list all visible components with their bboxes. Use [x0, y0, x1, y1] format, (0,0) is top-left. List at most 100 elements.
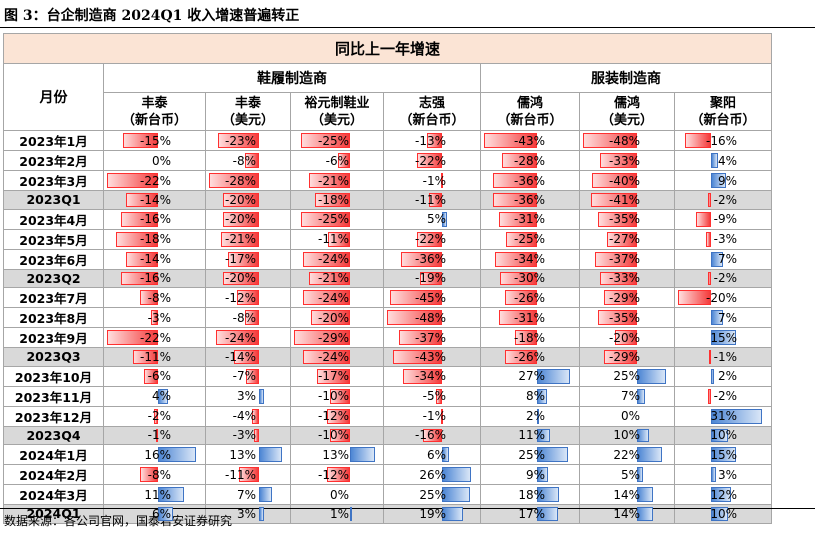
cell-value: -3%	[232, 428, 256, 443]
cell-value: 25%	[419, 487, 446, 502]
cell-value: -1%	[422, 409, 446, 423]
cell-value: -40%	[608, 173, 640, 188]
data-bar	[441, 447, 449, 462]
value-cell: 19%	[383, 504, 481, 524]
data-bar	[502, 153, 537, 168]
cell-value: -34%	[513, 252, 545, 266]
cell-value: -41%	[608, 192, 640, 207]
data-bar	[116, 231, 159, 247]
value-cell: 26%	[383, 464, 481, 485]
value-cell: -25%	[290, 130, 384, 151]
value-cell: -11%	[383, 190, 481, 210]
cell-value: -20%	[706, 290, 738, 305]
value-cell: -14%	[103, 248, 206, 270]
data-bar	[506, 231, 537, 247]
value-cell: -19%	[383, 268, 481, 288]
cell-value: -2%	[713, 389, 738, 403]
cell-value: 18%	[518, 487, 545, 502]
value-cell: -41%	[579, 190, 675, 210]
data-bar	[711, 330, 736, 345]
data-bar	[328, 231, 350, 247]
cell-value: 31%	[710, 409, 738, 423]
value-cell: -20%	[205, 268, 291, 288]
data-bar	[597, 211, 638, 227]
value-cell: 22%	[579, 444, 675, 465]
data-bar	[222, 271, 259, 285]
cell-value: 26%	[419, 467, 446, 482]
cell-value: -27%	[608, 232, 640, 246]
data-bar	[326, 467, 350, 482]
data-bar	[259, 487, 272, 502]
value-cell: -22%	[383, 228, 481, 250]
data-bar	[597, 310, 638, 325]
value-cell: 15%	[673, 444, 773, 465]
data-bar	[314, 193, 350, 207]
cell-value: -35%	[608, 310, 640, 325]
value-cell: -15%	[103, 130, 206, 151]
cell-value: 6%	[426, 447, 446, 462]
value-cell: 7%	[673, 307, 773, 328]
data-bar	[504, 350, 537, 364]
value-cell: -29%	[579, 347, 675, 367]
data-bar	[303, 251, 350, 267]
value-cell: 2%	[480, 405, 580, 427]
data-bar	[696, 211, 711, 227]
value-cell: 18%	[480, 484, 580, 505]
cell-value: 11%	[144, 487, 171, 502]
value-cell: -11%	[103, 347, 206, 367]
cell-value: 12%	[710, 487, 738, 502]
data-bar	[338, 153, 350, 168]
cell-value: 2%	[525, 409, 545, 423]
value-cell: 25%	[383, 484, 481, 505]
cell-value: -36%	[513, 192, 545, 207]
row-label: 2023Q3	[3, 347, 104, 367]
data-table: 同比上一年增速 月份 鞋履制造商 服装制造商 丰泰 （新台币） 丰泰 （美元） 裕元制鞋业 （美元…	[2, 33, 773, 524]
data-bar	[125, 193, 159, 207]
value-cell: -27%	[579, 228, 675, 250]
value-cell: -22%	[103, 327, 206, 348]
value-cell: -22%	[383, 150, 481, 171]
cell-value: 15%	[710, 447, 738, 462]
data-bar	[599, 153, 638, 168]
data-bar	[483, 133, 537, 148]
data-row: 2023年9月 -22% -24% -29% -37% -18% -20% 15%	[3, 327, 773, 348]
value-cell: -25%	[480, 228, 580, 250]
row-label: 2023年5月	[3, 228, 104, 250]
cell-value: -36%	[513, 173, 545, 188]
data-bar	[492, 193, 537, 207]
value-cell: 7%	[673, 248, 773, 270]
value-cell: -17%	[205, 248, 291, 270]
data-bar	[139, 467, 159, 482]
cell-value: -26%	[513, 290, 545, 305]
row-label: 2023年4月	[3, 208, 104, 230]
value-cell: -26%	[480, 347, 580, 367]
data-bar	[139, 290, 159, 305]
column-name: 儒鸿	[516, 95, 543, 111]
data-bar	[253, 428, 259, 442]
value-cell: 12%	[673, 484, 773, 505]
data-bar	[498, 211, 537, 227]
row-label: 2023年10月	[3, 365, 104, 387]
cell-value: -1%	[147, 428, 171, 443]
data-bar	[637, 428, 649, 442]
data-bar	[637, 368, 666, 384]
data-bar	[711, 310, 723, 325]
cell-value: -14%	[139, 192, 171, 207]
value-cell: -48%	[579, 130, 675, 151]
value-cell: -13%	[383, 130, 481, 151]
data-bar	[514, 330, 537, 345]
data-bar	[217, 133, 259, 148]
data-bar	[107, 330, 159, 345]
value-cell: -14%	[103, 190, 206, 210]
cell-value: -48%	[608, 133, 640, 148]
value-cell: 11%	[103, 484, 206, 505]
cell-value: -33%	[608, 271, 640, 286]
value-cell: 9%	[673, 170, 773, 191]
data-bar	[637, 447, 663, 462]
row-label: 2023年1月	[3, 130, 104, 151]
cell-value: 27%	[518, 369, 545, 383]
value-cell: 10%	[579, 425, 675, 445]
value-cell: -10%	[290, 425, 384, 445]
value-cell: 0%	[103, 150, 206, 171]
data-row: 2023Q4 -1% -3% -10% -16% 11% 10% 10%	[3, 425, 773, 445]
